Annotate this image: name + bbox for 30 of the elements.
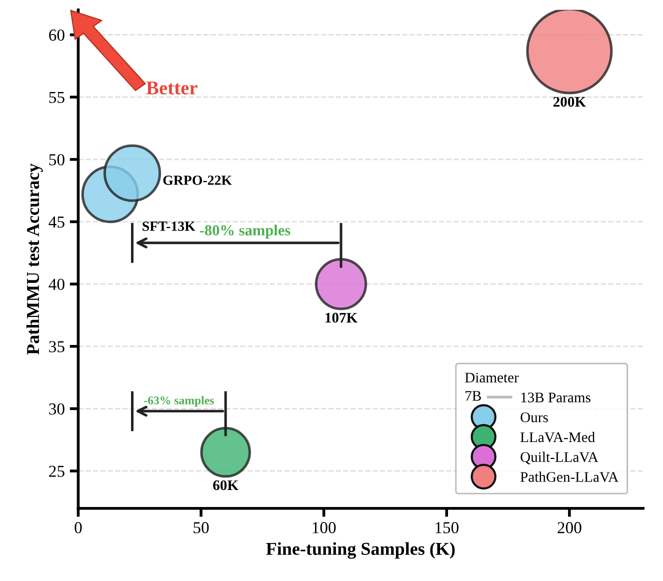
- annotation: 200K: [553, 96, 586, 107]
- y-tick-label: 30: [49, 403, 64, 415]
- x-tick-label: 200: [558, 522, 582, 534]
- x-tick-label: 0: [74, 522, 82, 534]
- annotation: 13B Params: [521, 392, 590, 402]
- annotation: 60K: [213, 480, 238, 490]
- x-axis-title: Fine-tuning Samples (K): [266, 542, 455, 559]
- legend-label: LLaVA-Med: [520, 432, 595, 442]
- legend-label: Ours: [520, 412, 548, 422]
- legend-label: Quilt-LLaVA: [520, 452, 598, 464]
- annotation: GRPO-22K: [163, 176, 232, 185]
- annotation: -80% samples: [200, 224, 290, 239]
- y-tick-label: 35: [49, 341, 64, 352]
- annotation: Better: [146, 82, 198, 95]
- y-tick-label: 60: [49, 30, 64, 41]
- x-tick-label: 50: [194, 522, 209, 534]
- y-axis-title: PathMMU test Accuracy: [26, 164, 43, 355]
- x-tick-label: 100: [312, 522, 336, 534]
- y-tick-label: 50: [49, 154, 64, 166]
- annotation: -63% samples: [144, 396, 214, 407]
- legend-label: PathGen-LLaVA: [520, 472, 618, 482]
- y-tick-label: 40: [48, 278, 64, 290]
- legend-title: Diameter: [465, 372, 519, 383]
- annotation: SFT-13K: [142, 222, 196, 231]
- y-tick-label: 45: [48, 216, 64, 228]
- annotation: 7B: [466, 391, 481, 401]
- y-tick-label: 55: [49, 92, 64, 104]
- x-tick-label: 150: [436, 522, 458, 534]
- annotation: 107K: [326, 312, 358, 323]
- y-tick-label: 25: [49, 466, 64, 477]
